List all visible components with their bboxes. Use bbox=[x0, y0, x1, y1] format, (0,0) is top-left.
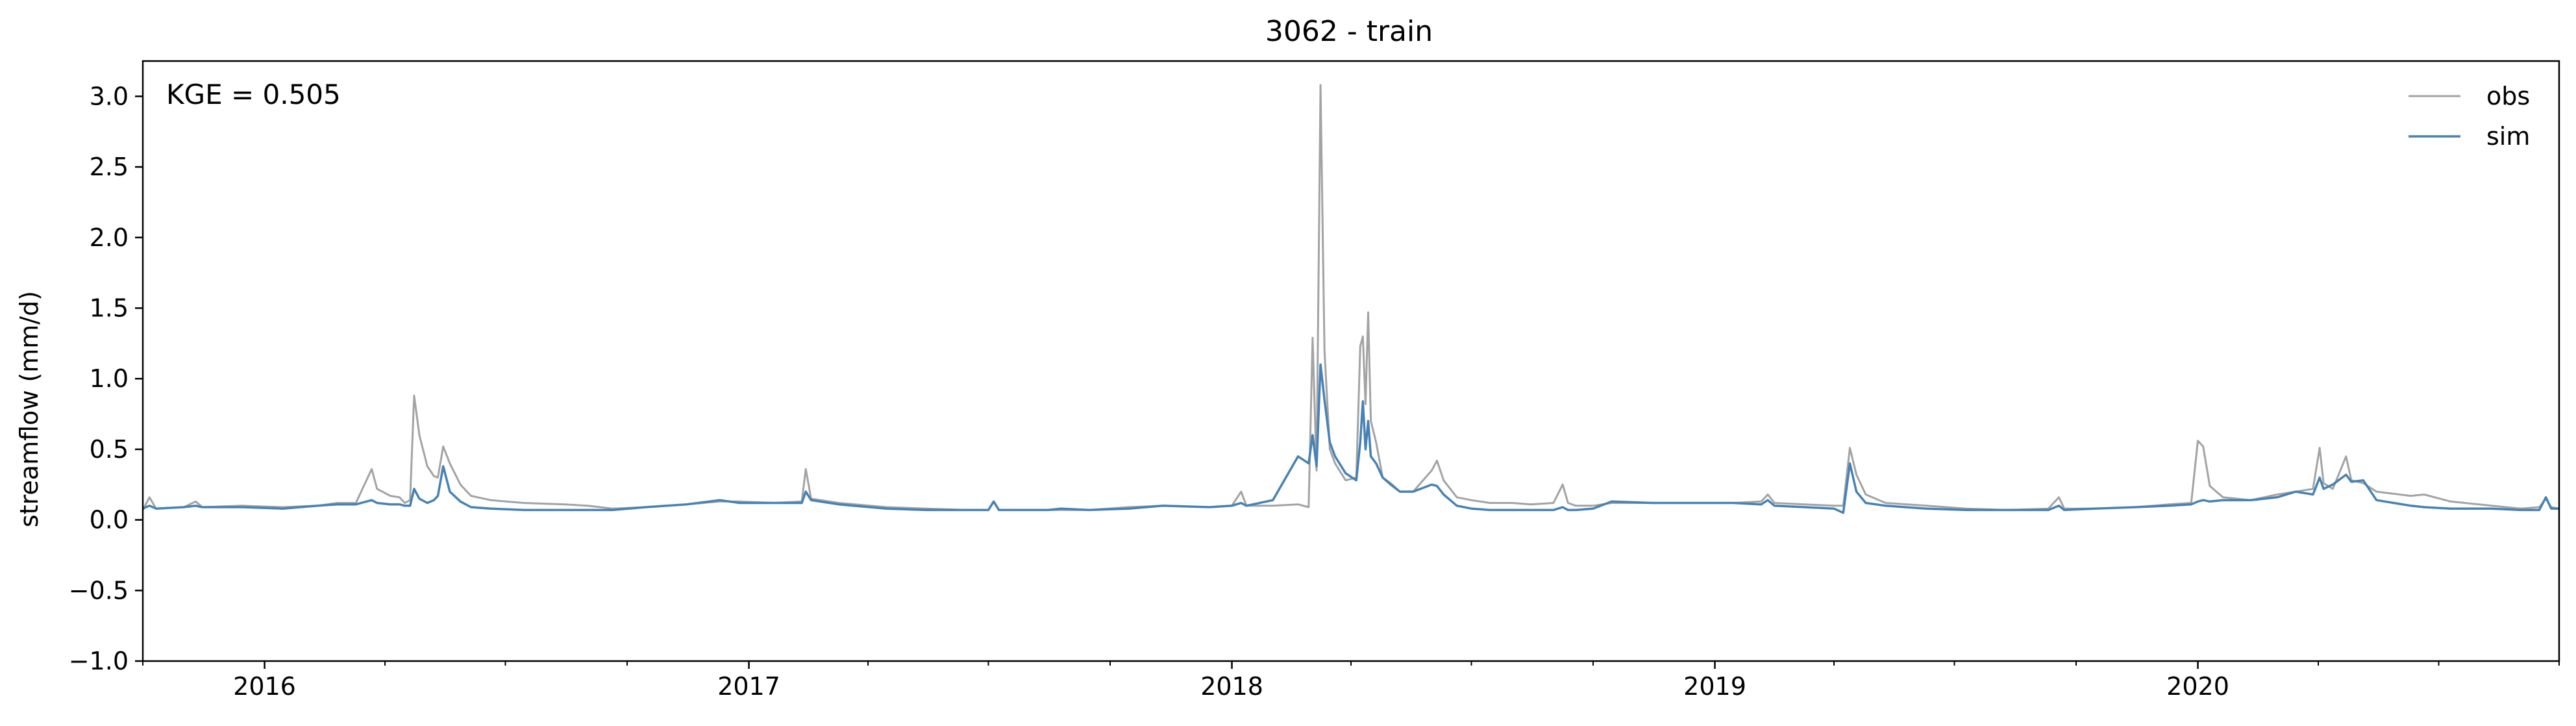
y-tick-label: 1.5 bbox=[90, 294, 129, 322]
x-axis: 2016 2017 2018 2019 2020 bbox=[142, 661, 2560, 701]
x-tick-label: 2016 bbox=[233, 672, 296, 701]
y-tick-label: 1.0 bbox=[90, 364, 129, 393]
legend: obs sim bbox=[2409, 82, 2530, 151]
series-line-obs bbox=[142, 84, 2560, 511]
x-tick-label: 2017 bbox=[717, 672, 780, 701]
y-tick-label: −0.5 bbox=[69, 576, 129, 605]
kge-annotation: KGE = 0.505 bbox=[166, 79, 341, 110]
plot-frame bbox=[142, 60, 2560, 662]
legend-label-sim: sim bbox=[2486, 122, 2530, 151]
legend-label-obs: obs bbox=[2486, 82, 2530, 110]
chart-title: 3062 - train bbox=[1265, 15, 1433, 48]
y-tick-label: 3.0 bbox=[90, 82, 129, 110]
series-line-sim bbox=[142, 363, 2559, 514]
x-tick-label: 2020 bbox=[2166, 672, 2229, 701]
y-axis-label: streamflow (mm/d) bbox=[15, 291, 43, 527]
plot-lines bbox=[142, 84, 2560, 514]
x-tick-label: 2018 bbox=[1200, 672, 1263, 701]
x-tick-label: 2019 bbox=[1683, 672, 1746, 701]
y-tick-label: −1.0 bbox=[69, 647, 129, 675]
y-axis: −1.0 −0.5 0.0 0.5 1.0 1.5 2.0 2.5 3.0 bbox=[69, 82, 143, 675]
y-tick-label: 0.5 bbox=[90, 435, 129, 464]
y-tick-label: 2.5 bbox=[90, 153, 129, 181]
y-tick-label: 0.0 bbox=[90, 506, 129, 534]
y-tick-label: 2.0 bbox=[90, 223, 129, 252]
